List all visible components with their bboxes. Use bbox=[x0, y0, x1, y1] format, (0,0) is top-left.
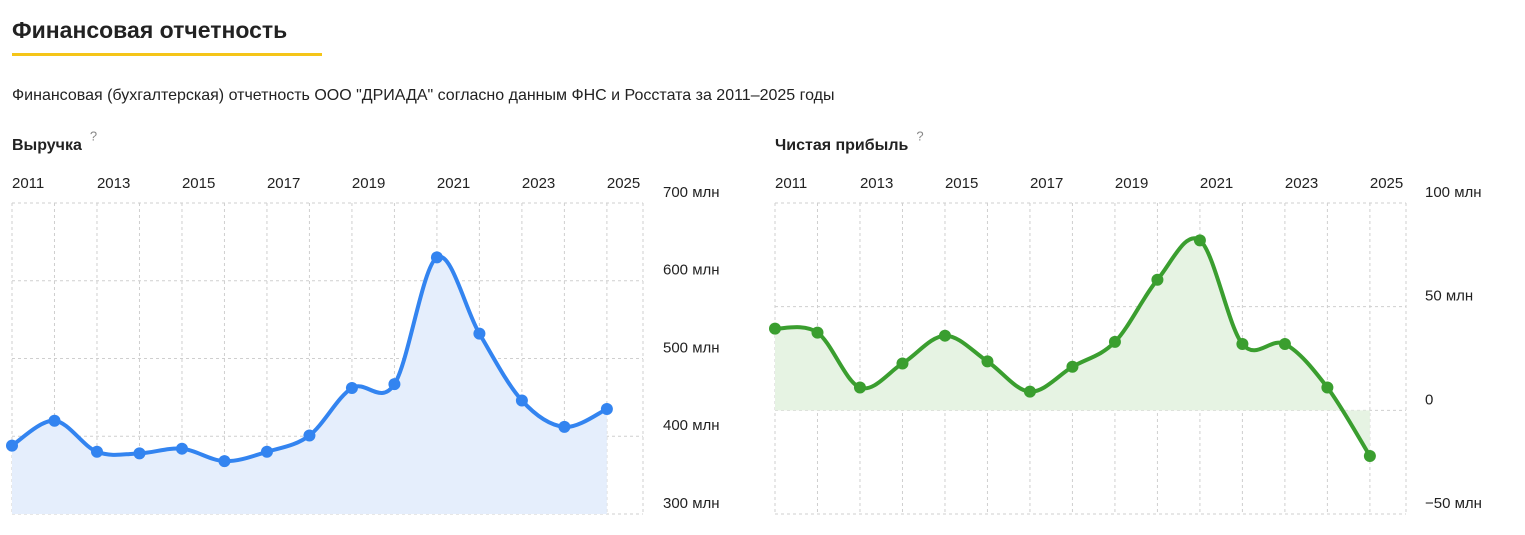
x-tick-label: 2019 bbox=[1115, 175, 1148, 192]
y-tick-label: 300 млн bbox=[663, 495, 720, 512]
point bbox=[430, 251, 443, 264]
help-icon[interactable]: ? bbox=[916, 128, 923, 143]
chart-title: Чистая прибыль bbox=[775, 137, 908, 154]
x-tick-label: 2023 bbox=[522, 175, 555, 192]
point bbox=[345, 382, 358, 395]
point bbox=[388, 378, 401, 391]
x-tick-label: 2013 bbox=[860, 175, 893, 192]
x-tick-label: 2015 bbox=[182, 175, 215, 192]
page-title: Финансовая отчетность bbox=[12, 17, 287, 43]
y-tick-label: 500 млн bbox=[663, 339, 720, 356]
x-tick-label: 2023 bbox=[1285, 175, 1318, 192]
x-tick-label: 2011 bbox=[775, 175, 807, 192]
point bbox=[769, 322, 781, 335]
y-tick-label: 100 млн bbox=[1425, 184, 1482, 201]
x-tick-label: 2019 bbox=[352, 175, 385, 192]
point bbox=[853, 381, 866, 394]
x-tick-label: 2021 bbox=[1200, 175, 1233, 192]
page-subtitle: Финансовая (бухгалтерская) отчетность ОО… bbox=[12, 87, 835, 104]
x-tick-label: 2015 bbox=[945, 175, 978, 192]
point bbox=[133, 447, 146, 460]
point bbox=[1321, 381, 1334, 394]
point bbox=[473, 327, 486, 340]
point bbox=[175, 442, 188, 455]
point bbox=[1151, 273, 1164, 286]
point bbox=[1066, 360, 1079, 373]
point bbox=[558, 420, 571, 433]
x-tick-label: 2025 bbox=[1370, 175, 1403, 192]
chart-title: Выручка bbox=[12, 137, 82, 154]
x-tick-label: 2025 bbox=[607, 175, 640, 192]
point bbox=[303, 429, 316, 442]
line bbox=[10, 254, 608, 464]
point bbox=[1278, 337, 1291, 350]
y-tick-label: 0 bbox=[1425, 391, 1433, 408]
point bbox=[218, 455, 231, 468]
point bbox=[1023, 385, 1036, 398]
x-tick-label: 2021 bbox=[437, 175, 470, 192]
point bbox=[981, 355, 994, 368]
y-tick-label: −50 млн bbox=[1425, 495, 1482, 512]
point bbox=[1236, 337, 1249, 350]
point bbox=[600, 403, 613, 416]
point bbox=[1108, 335, 1121, 348]
y-tick-label: 50 млн bbox=[1425, 288, 1473, 305]
point bbox=[1193, 234, 1206, 247]
point bbox=[515, 394, 528, 407]
point bbox=[938, 329, 951, 342]
x-tick-label: 2017 bbox=[1030, 175, 1063, 192]
y-tick-label: 700 млн bbox=[663, 184, 720, 201]
point bbox=[6, 439, 18, 452]
line bbox=[774, 236, 1372, 458]
x-tick-label: 2011 bbox=[12, 175, 44, 192]
point bbox=[811, 326, 824, 339]
help-icon[interactable]: ? bbox=[90, 128, 97, 143]
point bbox=[260, 445, 273, 458]
point bbox=[90, 445, 103, 458]
x-tick-label: 2013 bbox=[97, 175, 130, 192]
y-tick-label: 600 млн bbox=[663, 262, 720, 279]
point bbox=[48, 414, 61, 427]
point bbox=[1363, 449, 1376, 462]
point bbox=[896, 357, 909, 370]
x-tick-label: 2017 bbox=[267, 175, 300, 192]
y-tick-label: 400 млн bbox=[663, 417, 720, 434]
title-underline bbox=[12, 53, 322, 56]
area bbox=[12, 256, 607, 514]
